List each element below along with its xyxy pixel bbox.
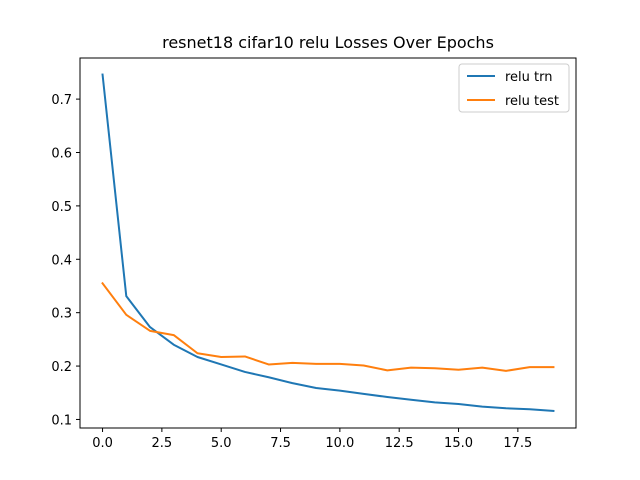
y-tick-label: 0.5 xyxy=(51,200,72,215)
x-axis: 0.0 2.5 5.0 7.5 10.0 12.5 15.0 17.5 xyxy=(92,428,532,451)
series-line-relu-test xyxy=(101,281,555,372)
x-tick-label: 15.0 xyxy=(444,436,473,451)
axes-spines xyxy=(79,57,577,429)
axes-frame xyxy=(79,57,577,429)
plot-area xyxy=(80,58,576,428)
x-tick-label: 7.5 xyxy=(270,436,291,451)
legend: relu trn relu test xyxy=(458,63,570,113)
chart-title: resnet18 cifar10 relu Losses Over Epochs xyxy=(162,33,494,52)
y-tick-label: 0.4 xyxy=(51,253,72,268)
y-tick-label: 0.7 xyxy=(51,93,72,108)
series-line-relu-trn xyxy=(101,73,555,412)
y-axis: 0.1 0.2 0.3 0.4 0.5 0.6 0.7 xyxy=(51,93,80,428)
x-tick-label: 0.0 xyxy=(92,436,113,451)
x-tick-label: 17.5 xyxy=(503,436,532,451)
axes-background xyxy=(80,58,576,428)
legend-label-relu-trn: relu trn xyxy=(505,70,553,85)
x-tick-label: 10.0 xyxy=(325,436,354,451)
legend-label-relu-test: relu test xyxy=(505,94,559,109)
x-tick-label: 12.5 xyxy=(385,436,414,451)
y-tick-label: 0.1 xyxy=(51,413,72,428)
y-tick-label: 0.3 xyxy=(51,307,72,322)
y-tick-label: 0.6 xyxy=(51,147,72,162)
x-tick-label: 5.0 xyxy=(211,436,232,451)
x-tick-label: 2.5 xyxy=(152,436,173,451)
series-layer xyxy=(101,73,555,412)
y-tick-label: 0.2 xyxy=(51,360,72,375)
